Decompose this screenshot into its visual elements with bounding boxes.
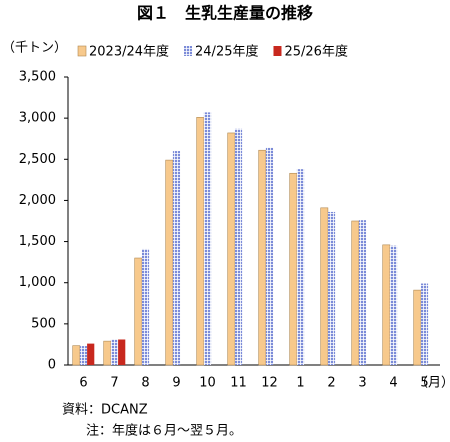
note: 注：年度は６月～翌５月。	[86, 423, 242, 439]
bar	[196, 117, 205, 366]
bar	[134, 257, 143, 366]
legend-swatch	[184, 46, 193, 56]
bar	[118, 339, 126, 365]
bar	[72, 345, 81, 366]
note: 資料：DCANZ	[62, 403, 148, 418]
bar	[203, 112, 212, 365]
bar	[413, 289, 422, 366]
legend-swatch	[77, 45, 87, 57]
y-tick-label: 0	[48, 358, 56, 373]
bar	[382, 244, 391, 366]
bar	[227, 132, 236, 366]
bar	[141, 248, 150, 365]
x-tick-label: 12	[261, 376, 278, 391]
x-tick-label: 6	[79, 376, 87, 391]
bar	[265, 147, 274, 365]
y-tick-label: 2,500	[19, 152, 56, 167]
bar	[296, 169, 305, 365]
bar	[165, 159, 174, 366]
bar	[172, 151, 181, 365]
bar	[234, 128, 243, 365]
bar	[110, 339, 119, 365]
legend-label: 25/26年度	[284, 44, 347, 60]
bar	[420, 283, 429, 365]
bar	[258, 149, 267, 366]
bar	[320, 207, 329, 366]
x-tick-label: 1	[296, 376, 304, 391]
x-tick-label: 7	[110, 376, 118, 391]
y-unit: （千トン）	[2, 41, 67, 56]
x-tick-label: 4	[389, 376, 397, 391]
x-tick-label: 9	[172, 376, 180, 391]
y-tick-label: 3,500	[19, 70, 56, 85]
legend-label: 24/25年度	[195, 44, 258, 60]
chart-title: 図１ 生乳生産量の推移	[137, 4, 313, 23]
y-tick-label: 2,000	[19, 193, 56, 208]
x-unit: （月）	[415, 376, 450, 391]
bar	[87, 343, 95, 365]
y-tick-label: 1,500	[19, 234, 56, 249]
legend-label: 2023/24年度	[89, 44, 169, 60]
x-tick-label: 8	[141, 376, 149, 391]
legend-swatch	[273, 46, 282, 56]
bar	[289, 172, 298, 366]
bar	[79, 346, 88, 365]
x-tick-label: 10	[199, 376, 216, 391]
bar	[103, 340, 112, 366]
y-tick-label: 1,000	[19, 275, 56, 290]
x-tick-label: 3	[358, 376, 366, 391]
bar	[351, 220, 360, 366]
bar	[327, 211, 336, 365]
y-tick-label: 3,000	[19, 111, 56, 126]
x-tick-label: 2	[327, 376, 335, 391]
x-tick-label: 5	[420, 376, 428, 391]
y-tick-label: 500	[31, 316, 56, 331]
x-tick-label: 11	[230, 376, 247, 391]
bar	[389, 245, 398, 365]
bar	[358, 220, 367, 365]
